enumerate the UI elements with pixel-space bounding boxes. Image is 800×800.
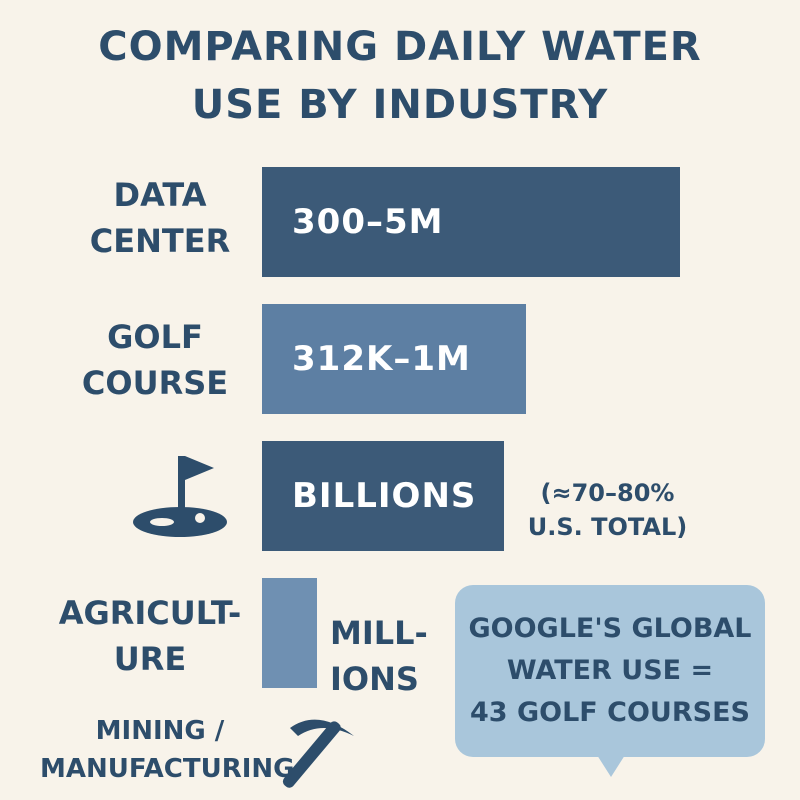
category-label-mining-manufacturing: MINING / MANUFACTURING: [40, 712, 295, 788]
category-label-golf-course: GOLF COURSE: [55, 314, 255, 406]
bar-mining-manufacturing: [262, 578, 317, 688]
annotation-us-total: (≈70–80% U.S. TOTAL): [520, 476, 695, 544]
category-label-line: CENTER: [89, 222, 231, 260]
value-line: MILL-: [330, 614, 428, 652]
callout-line: WATER USE =: [506, 655, 714, 686]
golf-flag-icon: [133, 456, 227, 537]
category-label-line: MANUFACTURING: [40, 754, 295, 784]
category-label-line: GOLF: [107, 318, 203, 356]
annotation-line: U.S. TOTAL): [527, 513, 688, 541]
value-line: IONS: [330, 660, 419, 698]
bar-value-label: 312K–1M: [292, 339, 471, 379]
category-label-line: COURSE: [81, 364, 229, 402]
category-label-data-center: DATA CENTER: [60, 172, 260, 264]
callout-google: GOOGLE'S GLOBAL WATER USE = 43 GOLF COUR…: [455, 585, 765, 757]
bar-agriculture: BILLIONS: [262, 441, 504, 551]
callout-line: GOOGLE'S GLOBAL: [468, 613, 752, 644]
bar-golf-course: 312K–1M: [262, 304, 526, 414]
callout-line: 43 GOLF COURSES: [470, 697, 750, 728]
chart-title: COMPARING DAILY WATER USE BY INDUSTRY: [0, 18, 800, 134]
chart-title-line-2: USE BY INDUSTRY: [191, 82, 609, 128]
category-label-agriculture: AGRICULT- URE: [45, 590, 255, 682]
category-label-line: URE: [113, 640, 187, 678]
bar-value-label-millions: MILL- IONS: [330, 610, 440, 702]
category-label-line: MINING /: [95, 716, 225, 746]
category-label-line: DATA: [113, 176, 207, 214]
pickaxe-icon: [282, 719, 354, 788]
chart-title-line-1: COMPARING DAILY WATER: [98, 24, 702, 70]
callout-tail: [597, 755, 625, 777]
bar-value-label: 300–5M: [292, 202, 444, 242]
bar-value-label: BILLIONS: [292, 476, 477, 516]
bar-data-center: 300–5M: [262, 167, 680, 277]
annotation-line: (≈70–80%: [540, 479, 675, 507]
category-label-line: AGRICULT-: [58, 594, 242, 632]
